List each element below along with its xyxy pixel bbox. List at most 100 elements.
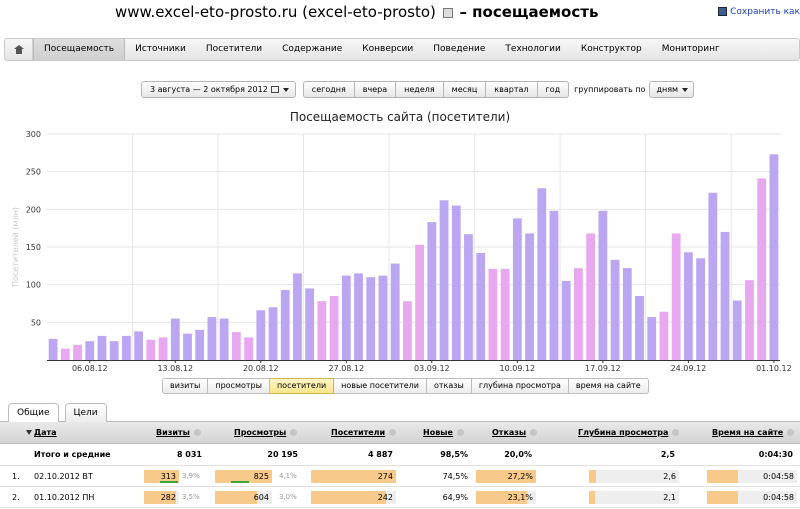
bar [732, 300, 742, 360]
bar [85, 341, 95, 360]
bar [683, 252, 693, 360]
period-yesterday-button[interactable]: вчера [354, 81, 397, 98]
bar [231, 332, 241, 360]
help-icon[interactable] [290, 429, 298, 436]
bar [366, 277, 376, 360]
tabs-divider [0, 421, 800, 422]
nav-item-conversions[interactable]: Конверсии [362, 44, 414, 54]
bar [671, 233, 681, 360]
period-year-button[interactable]: год [537, 81, 570, 98]
nav-home[interactable] [5, 39, 33, 60]
col-visits[interactable]: Визиты [156, 422, 201, 444]
col-time[interactable]: Время на сайте [712, 422, 795, 444]
nav-item-sources[interactable]: Источники [135, 44, 186, 54]
period-month-button[interactable]: месяц [443, 81, 487, 98]
time-bar: 0:04:58 [707, 491, 797, 504]
bar [183, 333, 192, 360]
bar [757, 178, 767, 360]
row-date[interactable]: 02.10.2012 ВТ [34, 472, 93, 481]
col-date[interactable]: Дата [26, 422, 57, 444]
home-icon [13, 45, 24, 54]
group-by-select[interactable]: дням [649, 81, 695, 98]
bar [561, 280, 571, 360]
nav-item-behavior[interactable]: Поведение [433, 44, 486, 54]
metric-tab-bounces[interactable]: отказы [426, 378, 472, 394]
bar [317, 301, 327, 360]
bar [390, 263, 400, 360]
metric-tab-visits[interactable]: визиты [162, 378, 209, 394]
bar [329, 295, 339, 360]
nav-item-constructor[interactable]: Конструктор [580, 44, 642, 54]
depth-bar-fill [589, 470, 597, 483]
x-tick-label: 27.08.12 [328, 364, 364, 373]
page-header: www.excel-eto-prosto.ru (excel-eto-prost… [0, 0, 800, 30]
x-tick-label: 01.10.12 [756, 364, 792, 373]
metric-tab-depth[interactable]: глубина просмотра [471, 378, 569, 394]
metric-tab-views[interactable]: просмотры [208, 378, 270, 394]
bar [378, 275, 388, 360]
help-icon[interactable] [193, 429, 201, 436]
bounce-bar-value: 23,1% [507, 493, 533, 502]
save-as-link[interactable]: Сохранить как [718, 7, 800, 17]
col-views[interactable]: Просмотры [234, 422, 298, 444]
visits-bar-underline [160, 481, 178, 483]
nav-item-monitoring[interactable]: Мониторинг [661, 44, 720, 54]
nav-item-visitors[interactable]: Посетители [205, 44, 263, 54]
help-icon[interactable] [672, 429, 680, 436]
views-bar-percent: 3,0% [279, 493, 297, 501]
bounce-bar: 23,1% [476, 491, 536, 504]
date-range-value: 3 августа — 2 октября 2012 [150, 85, 268, 94]
col-new[interactable]: Новые [423, 422, 464, 444]
tab-general[interactable]: Общие [8, 403, 59, 422]
bar [97, 335, 107, 360]
col-bounce[interactable]: Отказы [492, 422, 538, 444]
visitors-bar-fill [311, 470, 396, 483]
bounce-bar-value: 27,2% [507, 472, 533, 481]
visitors-bar-fill [311, 491, 386, 504]
bounce-bar-fill [476, 491, 527, 504]
visits-bar-percent: 3,5% [182, 493, 200, 501]
bar [73, 344, 82, 360]
bar [219, 318, 229, 360]
visits-bar-fill [144, 470, 179, 483]
site-name: www.excel-eto-prosto.ru (excel-eto-prost… [115, 3, 436, 21]
depth-bar-value: 2,6 [663, 472, 676, 481]
row-number: 1. [12, 472, 20, 481]
help-icon[interactable] [389, 429, 397, 436]
col-visitors[interactable]: Посетители [331, 422, 397, 444]
help-icon[interactable] [787, 429, 795, 436]
help-icon[interactable] [530, 429, 538, 436]
tab-goals[interactable]: Цели [64, 403, 107, 422]
row-date[interactable]: 01.10.2012 ПН [34, 493, 95, 502]
time-bar-fill [707, 470, 738, 483]
x-tick-label: 03.09.12 [414, 364, 450, 373]
period-quarter-button[interactable]: квартал [486, 81, 538, 98]
nav-item-content[interactable]: Содержание [282, 44, 343, 54]
chevron-down-icon [282, 87, 289, 92]
bar [549, 210, 559, 360]
bar [635, 295, 644, 360]
date-range-picker[interactable]: 3 августа — 2 октября 2012 [141, 81, 296, 98]
col-depth[interactable]: Глубина просмотра [578, 422, 680, 444]
site-settings-icon[interactable] [442, 7, 453, 18]
bar [769, 154, 779, 360]
visits-bar-fill [144, 491, 176, 504]
nav-item-traffic[interactable]: Посещаемость [33, 39, 126, 60]
metric-tab-visitors[interactable]: посетители [269, 378, 335, 394]
x-tick-label: 10.09.12 [500, 364, 536, 373]
metric-tab-new-visitors[interactable]: новые посетители [334, 378, 427, 394]
main-nav: Посещаемость Источники Посетители Содерж… [4, 38, 800, 61]
metric-tab-time[interactable]: время на сайте [568, 378, 649, 394]
nav-item-technology[interactable]: Технологии [505, 44, 561, 54]
bounce-bar: 27,2% [476, 470, 536, 483]
period-week-button[interactable]: неделя [396, 81, 444, 98]
help-icon[interactable] [456, 429, 464, 436]
y-tick-label: 250 [26, 168, 41, 177]
metric-tabs: визиты просмотры посетители новые посети… [162, 378, 649, 394]
visitors-bar: 274 [311, 470, 396, 483]
sort-desc-icon [26, 430, 32, 435]
bar [512, 218, 522, 360]
bar [476, 253, 486, 360]
period-today-button[interactable]: сегодня [302, 81, 355, 98]
time-bar-value: 0:04:58 [763, 472, 794, 481]
